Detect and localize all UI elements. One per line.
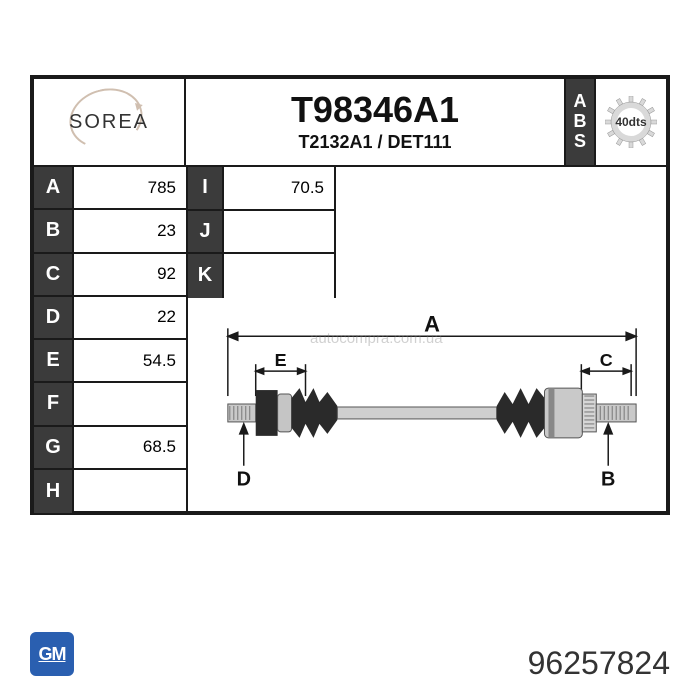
header-row: SOREA T98346A1 T2132A1 / DET111 A B S [34, 79, 666, 167]
dts-label: 40dts [615, 115, 646, 129]
dim-d-label: D [237, 469, 251, 491]
cell-val: 22 [74, 297, 186, 340]
gm-logo-text: GM [39, 644, 66, 665]
cell-key: E [34, 340, 72, 383]
footer-partnum: 96257824 [528, 645, 670, 682]
dts-cell: 40dts [596, 79, 666, 165]
part-title-cell: T98346A1 T2132A1 / DET111 [186, 79, 566, 165]
spec-card: SOREA T98346A1 T2132A1 / DET111 A B S [30, 75, 670, 515]
cell-val: 68.5 [74, 427, 186, 470]
diagram-panel: I J K 70.5 A [188, 167, 666, 513]
spec-letters-left: A B C D E F G H [34, 167, 74, 513]
cell-key: H [34, 470, 72, 513]
cell-key: F [34, 383, 72, 426]
abs-cell: A B S [566, 79, 596, 165]
dim-e-label: E [275, 350, 287, 370]
cell-key: C [34, 254, 72, 297]
cell-val [74, 470, 186, 513]
gm-logo: GM [30, 632, 74, 676]
body-row: A B C D E F G H 785 23 92 22 54.5 68.5 I… [34, 167, 666, 513]
dim-a-label: A [424, 311, 440, 336]
cell-val: 92 [74, 254, 186, 297]
cell-val [74, 383, 186, 426]
abs-a: A [574, 92, 587, 112]
abs-b: B [574, 112, 587, 132]
cell-key: A [34, 167, 72, 210]
dim-b-label: B [601, 469, 615, 491]
brand-cell: SOREA [34, 79, 186, 165]
cell-key: B [34, 210, 72, 253]
spec-values-left: 785 23 92 22 54.5 68.5 [74, 167, 188, 513]
gear-icon: 40dts [605, 96, 657, 148]
cell-val: 23 [74, 210, 186, 253]
cell-val: 785 [74, 167, 186, 210]
cell-val: 54.5 [74, 340, 186, 383]
abs-s: S [574, 132, 586, 152]
axle-diagram: A E C [188, 167, 666, 514]
part-alt: T2132A1 / DET111 [298, 132, 451, 153]
brand-name: SOREA [69, 111, 149, 134]
cell-key: D [34, 297, 72, 340]
cell-key: G [34, 427, 72, 470]
part-main: T98346A1 [291, 92, 459, 128]
dim-c-label: C [600, 350, 613, 370]
